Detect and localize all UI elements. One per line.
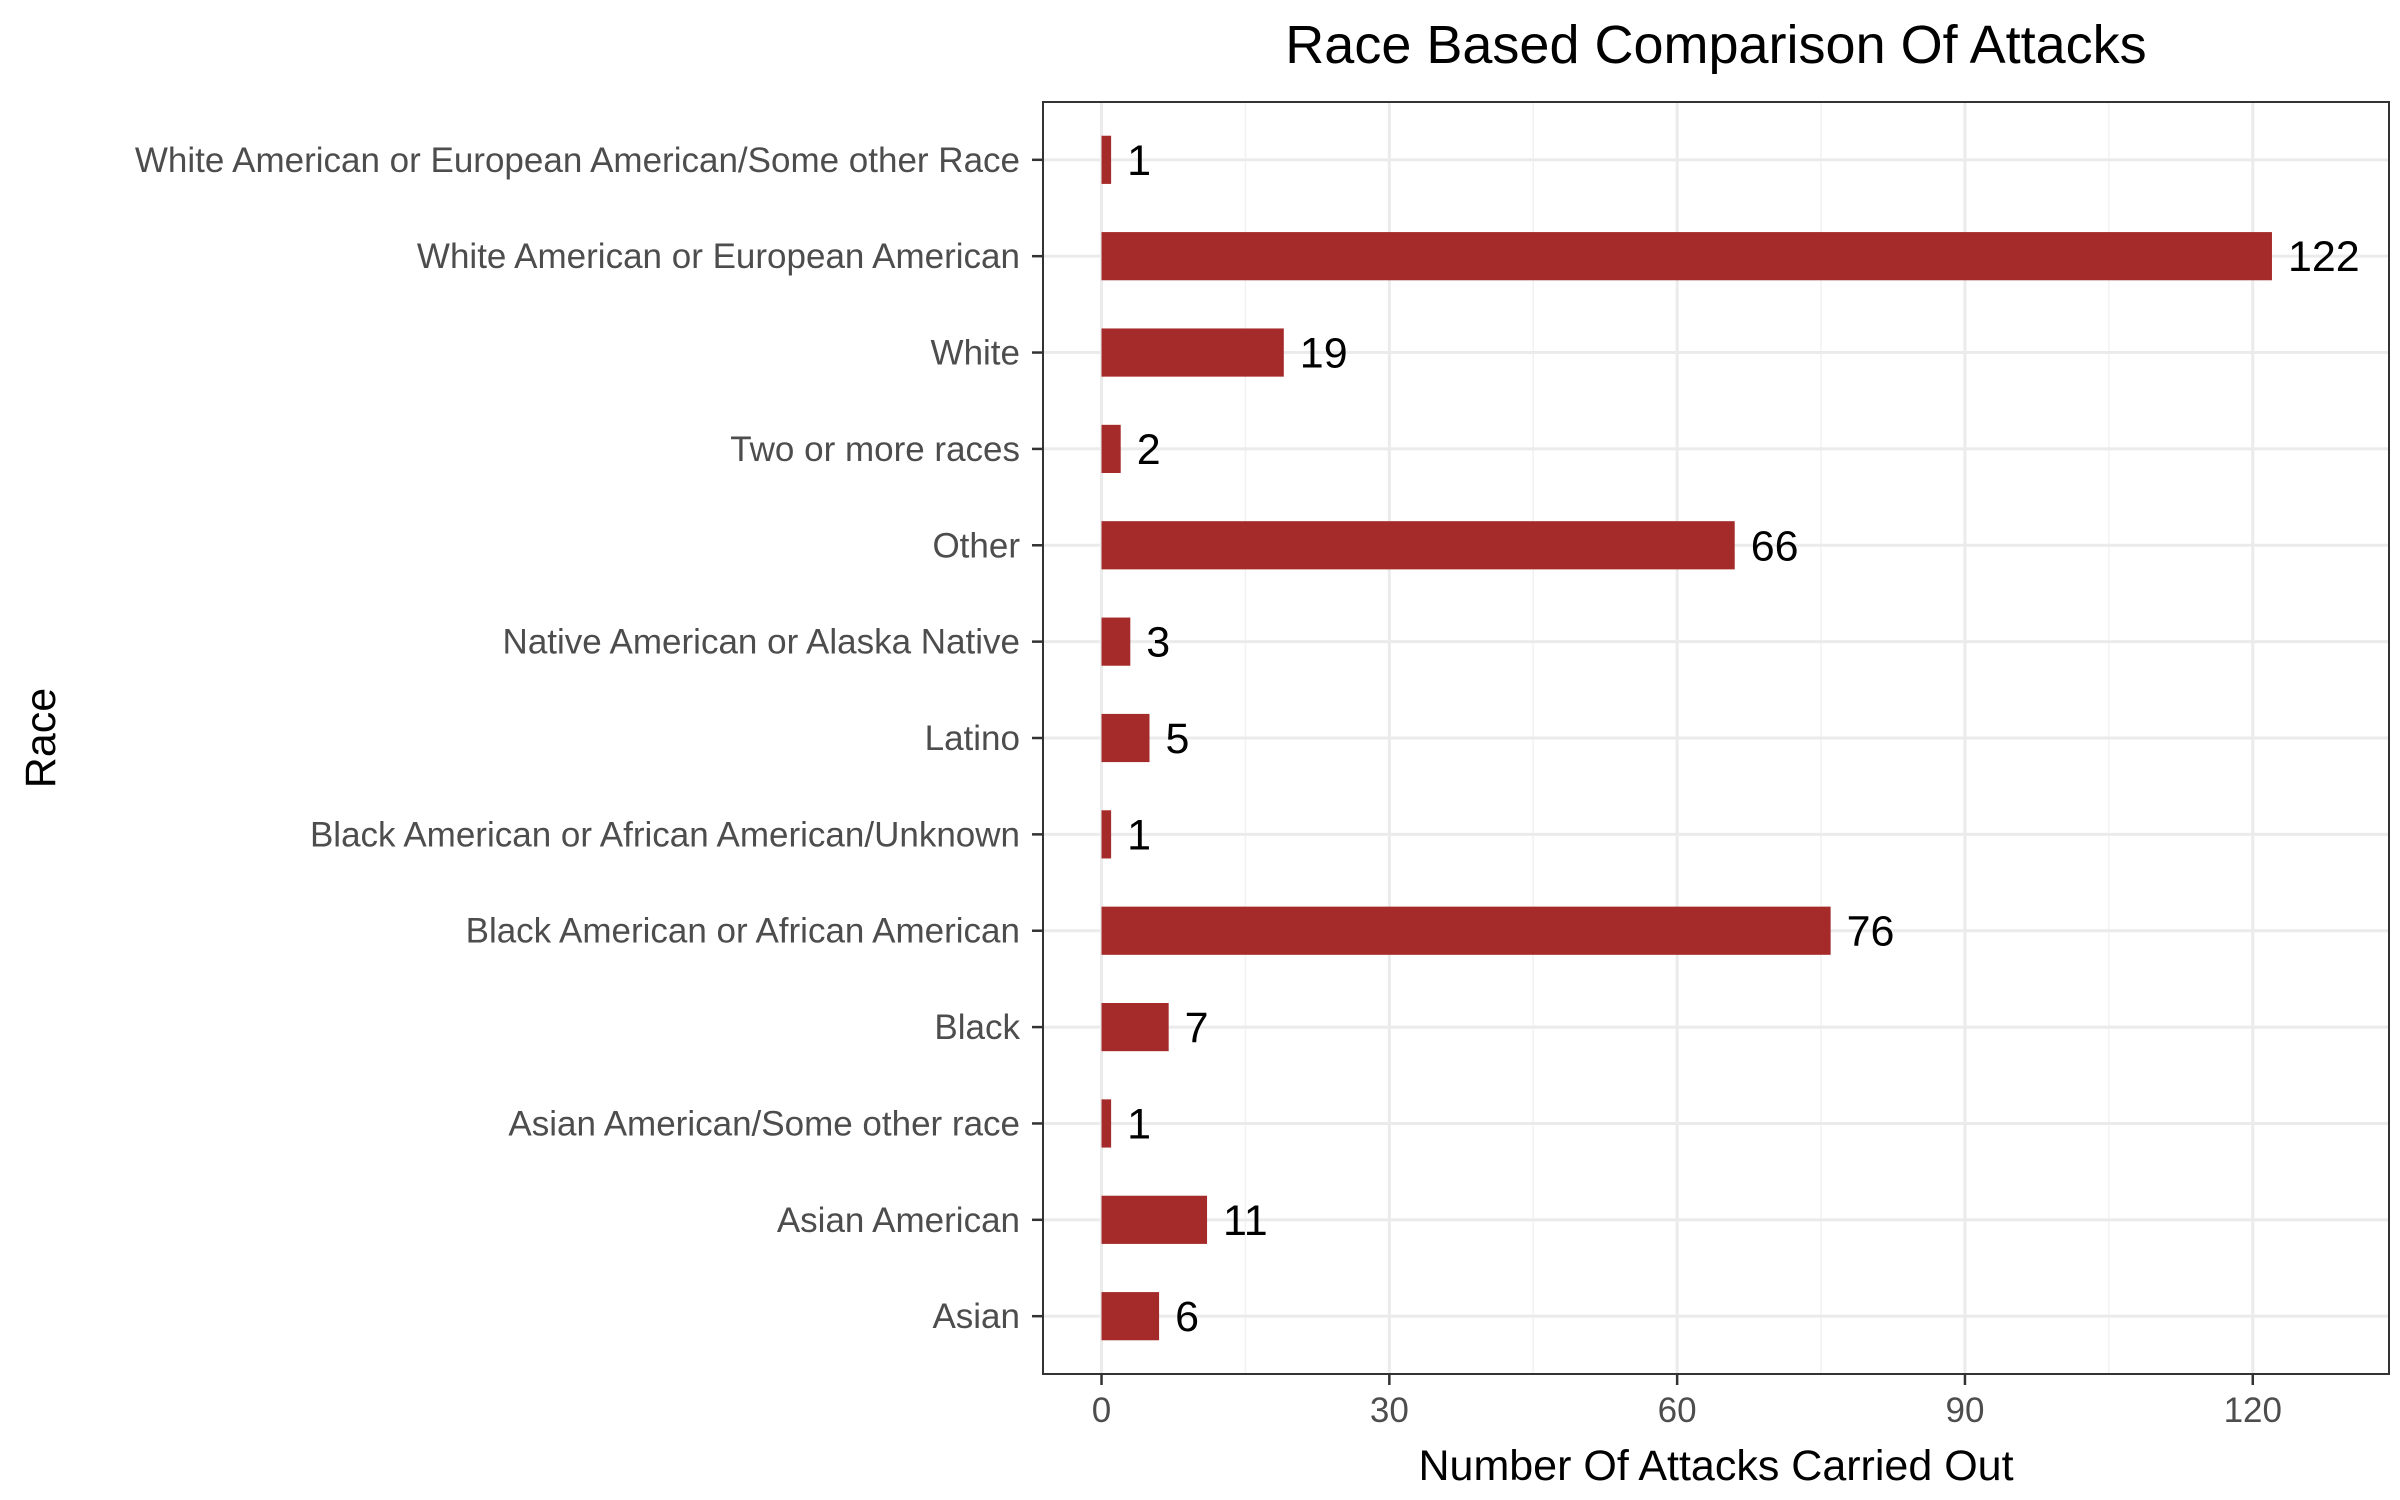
x-axis: 0 30 60 90 120 [1092,1374,2282,1430]
bar [1101,521,1735,570]
data-label: 5 [1165,715,1189,763]
y-tick-label: Black [934,1008,1020,1047]
y-tick-label: Asian American/Some other race [508,1104,1020,1143]
y-tick-label: Black American or African American [466,912,1020,951]
bar [1101,1003,1169,1052]
bar [1101,713,1150,763]
data-label: 1 [1127,1100,1151,1148]
y-tick-label: Asian American [777,1201,1020,1240]
data-label: 122 [2288,233,2360,281]
data-label: 1 [1127,137,1151,185]
bar [1101,1292,1160,1341]
data-label: 11 [1223,1197,1268,1245]
y-axis: Asian Asian American Asian American/Some o… [135,141,1043,1336]
x-tick-label: 0 [1092,1391,1111,1430]
data-label: 3 [1146,619,1170,667]
chart-title: Race Based Comparison Of Attacks [1285,15,2146,75]
x-tick-label: 90 [1945,1391,1984,1430]
data-label: 7 [1185,1004,1209,1052]
bar [1101,810,1112,859]
bar [1101,1099,1112,1148]
y-tick-label: Black American or African American/Unkno… [310,815,1020,854]
y-tick-label: Native American or Alaska Native [503,623,1020,662]
y-tick-label: Two or more races [730,430,1020,469]
bar [1101,1195,1208,1244]
y-tick-label: Latino [925,719,1020,758]
y-tick-label: White American or European American/Some… [135,141,1020,180]
bar [1101,328,1284,377]
bar [1101,906,1831,955]
bar [1101,424,1121,473]
x-tick-label: 60 [1658,1391,1697,1430]
y-axis-title: Race [17,688,65,788]
bar [1101,135,1112,184]
bars [1101,135,2272,1341]
y-tick-label: White American or European American [417,237,1020,276]
bar [1101,232,2272,281]
bar [1101,617,1131,666]
x-tick-label: 120 [2224,1391,2282,1430]
y-tick-label: Other [932,526,1020,565]
data-label: 66 [1751,522,1799,570]
data-label: 6 [1175,1293,1199,1341]
y-tick-label: Asian [932,1297,1020,1336]
data-label: 1 [1127,811,1151,859]
x-tick-label: 30 [1370,1391,1409,1430]
data-label: 76 [1847,908,1895,956]
data-label: 19 [1300,330,1348,378]
y-tick-label: White [931,334,1020,373]
x-axis-title: Number Of Attacks Carried Out [1418,1442,2013,1490]
data-label: 2 [1137,426,1161,474]
